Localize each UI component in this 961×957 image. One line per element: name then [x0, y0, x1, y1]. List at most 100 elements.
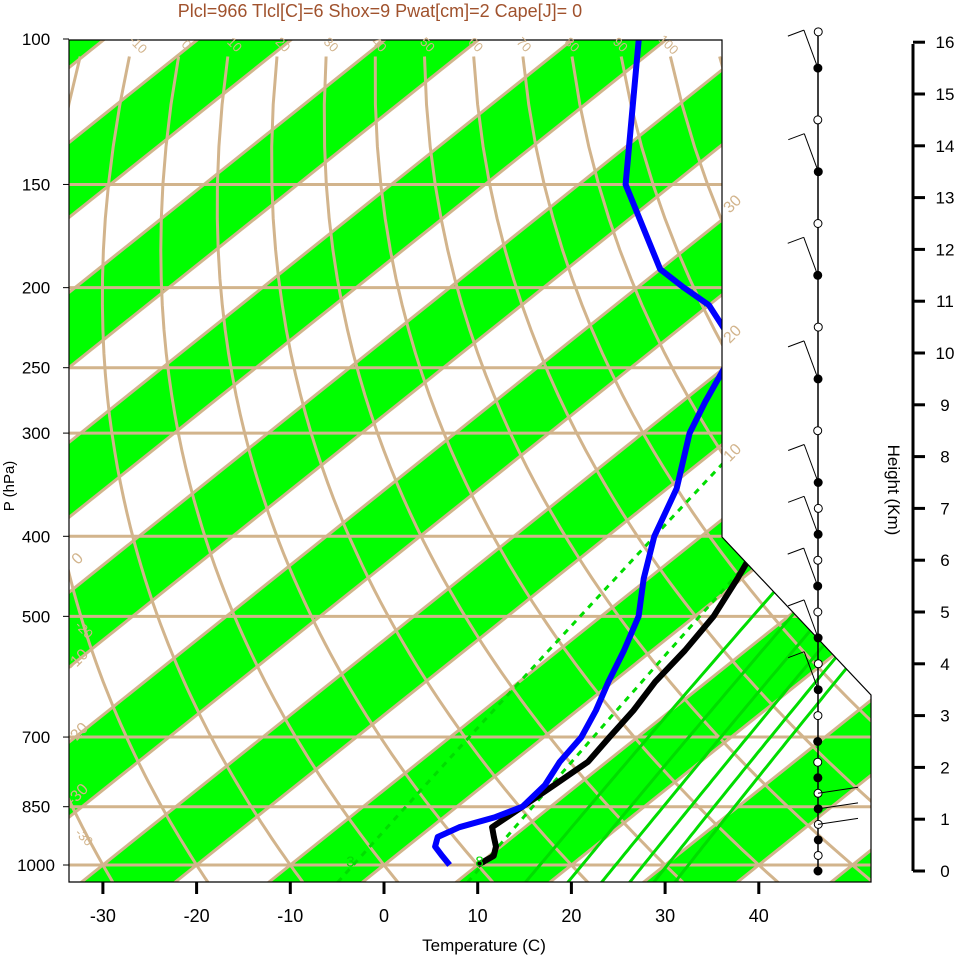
dewpoint-trace [432, 40, 728, 867]
isotherm-label: 10 [721, 441, 746, 466]
chart-title: Plcl=966 Tlcl[C]=6 Shox=9 Pwat[cm]=2 Cap… [178, 1, 582, 21]
wind-point [813, 503, 823, 513]
mixing-ratio-label: 8 [475, 853, 483, 870]
wind-point [813, 850, 823, 860]
height-tick-label: 16 [936, 33, 955, 52]
height-tick-label: 10 [936, 344, 955, 363]
x-axis-label: Temperature (C) [422, 936, 546, 955]
height-tick-label: 2 [940, 758, 949, 777]
isotherm-line [69, 40, 317, 882]
x-tick-label: -30 [90, 906, 116, 926]
wind-point [813, 757, 823, 767]
dry-adiabat-line [270, 56, 590, 882]
wind-barb [817, 786, 859, 794]
height-tick-label: 15 [936, 85, 955, 104]
wind-barb [803, 496, 819, 535]
isotherm-line [169, 40, 871, 882]
wind-point [813, 711, 823, 721]
height-tick-label: 9 [940, 396, 949, 415]
dry-adiabat-line [472, 56, 871, 882]
wind-barb [787, 340, 805, 348]
x-tick-label: 0 [379, 906, 389, 926]
mixing-ratio-line [524, 286, 871, 882]
wind-barb [787, 29, 805, 37]
mixing-ratio-line [600, 286, 871, 882]
y-tick-label: 1000 [17, 856, 55, 875]
x-tick-label: -10 [277, 906, 303, 926]
wind-barb [787, 495, 805, 503]
sounding-traces [432, 40, 871, 868]
wind-barb [787, 547, 804, 555]
wind-point [813, 219, 823, 228]
y-axis-label: P (hPa) [1, 461, 18, 512]
mixing-ratio-line [673, 286, 871, 882]
wind-point [813, 659, 823, 669]
isotherm-line [69, 40, 598, 882]
height-tick-label: 4 [940, 655, 949, 674]
isotherm-line [69, 40, 785, 882]
temperature-band [69, 40, 503, 882]
pressure-axis: 100 150 200 250 300 400 500 700 850 1000 [17, 30, 69, 875]
y-tick-label: 700 [22, 728, 50, 747]
wind-barb [817, 817, 859, 825]
dry-adiabat-label: 60 [465, 34, 486, 55]
wind-point [813, 866, 823, 876]
mixing-ratio-label: 3 [346, 853, 354, 870]
dry-adiabat-label: 100 [656, 32, 682, 58]
wind-barb [803, 29, 819, 69]
wind-barb [803, 237, 819, 276]
wind-barb [803, 547, 819, 587]
height-tick-label: 7 [940, 499, 949, 518]
isotherm-line [69, 40, 871, 882]
dry-adiabat-line [373, 56, 780, 882]
isotherm-line [0, 21, 34, 886]
dry-adiabat-line [69, 56, 210, 882]
temperature-trace [476, 40, 871, 868]
height-tick-label: 13 [936, 189, 955, 208]
dry-adiabat-line [322, 56, 685, 882]
dry-adiabat-line [159, 56, 400, 882]
wind-point [813, 115, 823, 125]
wind-barb [787, 236, 804, 244]
mixing-ratio-line [652, 286, 871, 882]
wind-barb [803, 133, 819, 172]
wind-barb [788, 651, 805, 659]
dry-adiabat-line [69, 56, 115, 882]
x-tick-label: 10 [468, 906, 488, 926]
mixing-ratio-line [628, 286, 871, 882]
temperature-axis: -30 -20 -10 0 10 20 30 40 [90, 882, 769, 926]
isotherm-line [69, 40, 691, 882]
wind-barb [788, 133, 805, 141]
isotherm-line [69, 40, 871, 882]
height-tick-label: 14 [936, 137, 955, 156]
isotherm-label: 30 [721, 192, 746, 217]
isotherm-line [356, 40, 871, 882]
dry-adiabat-line [916, 57, 961, 883]
wind-point [813, 835, 823, 845]
wind-point [813, 322, 823, 332]
height-tick-label: 0 [940, 862, 949, 881]
wind-barb [803, 444, 819, 483]
isotherm-line [75, 40, 871, 882]
plot-frame [68, 39, 872, 883]
height-tick-label: 11 [936, 292, 954, 311]
dry-adiabat-line [215, 56, 495, 882]
dry-adiabat-label: 70 [514, 34, 535, 55]
y-tick-label: 400 [22, 527, 50, 546]
dry-adiabat-label: -10 [126, 33, 150, 57]
isotherm-line [544, 40, 871, 882]
temperature-band [69, 40, 690, 882]
dry-adiabat-line [570, 56, 871, 882]
wind-barb [803, 340, 819, 380]
dry-adiabat-line [423, 56, 871, 882]
height-tick-label: 6 [940, 551, 949, 570]
wind-point [813, 27, 823, 37]
y-tick-label: 150 [22, 175, 50, 194]
y-tick-label: 300 [22, 424, 50, 443]
wind-point [813, 773, 823, 783]
wind-barb [788, 444, 805, 451]
wind-point [813, 426, 823, 436]
wind-barb [787, 599, 805, 607]
